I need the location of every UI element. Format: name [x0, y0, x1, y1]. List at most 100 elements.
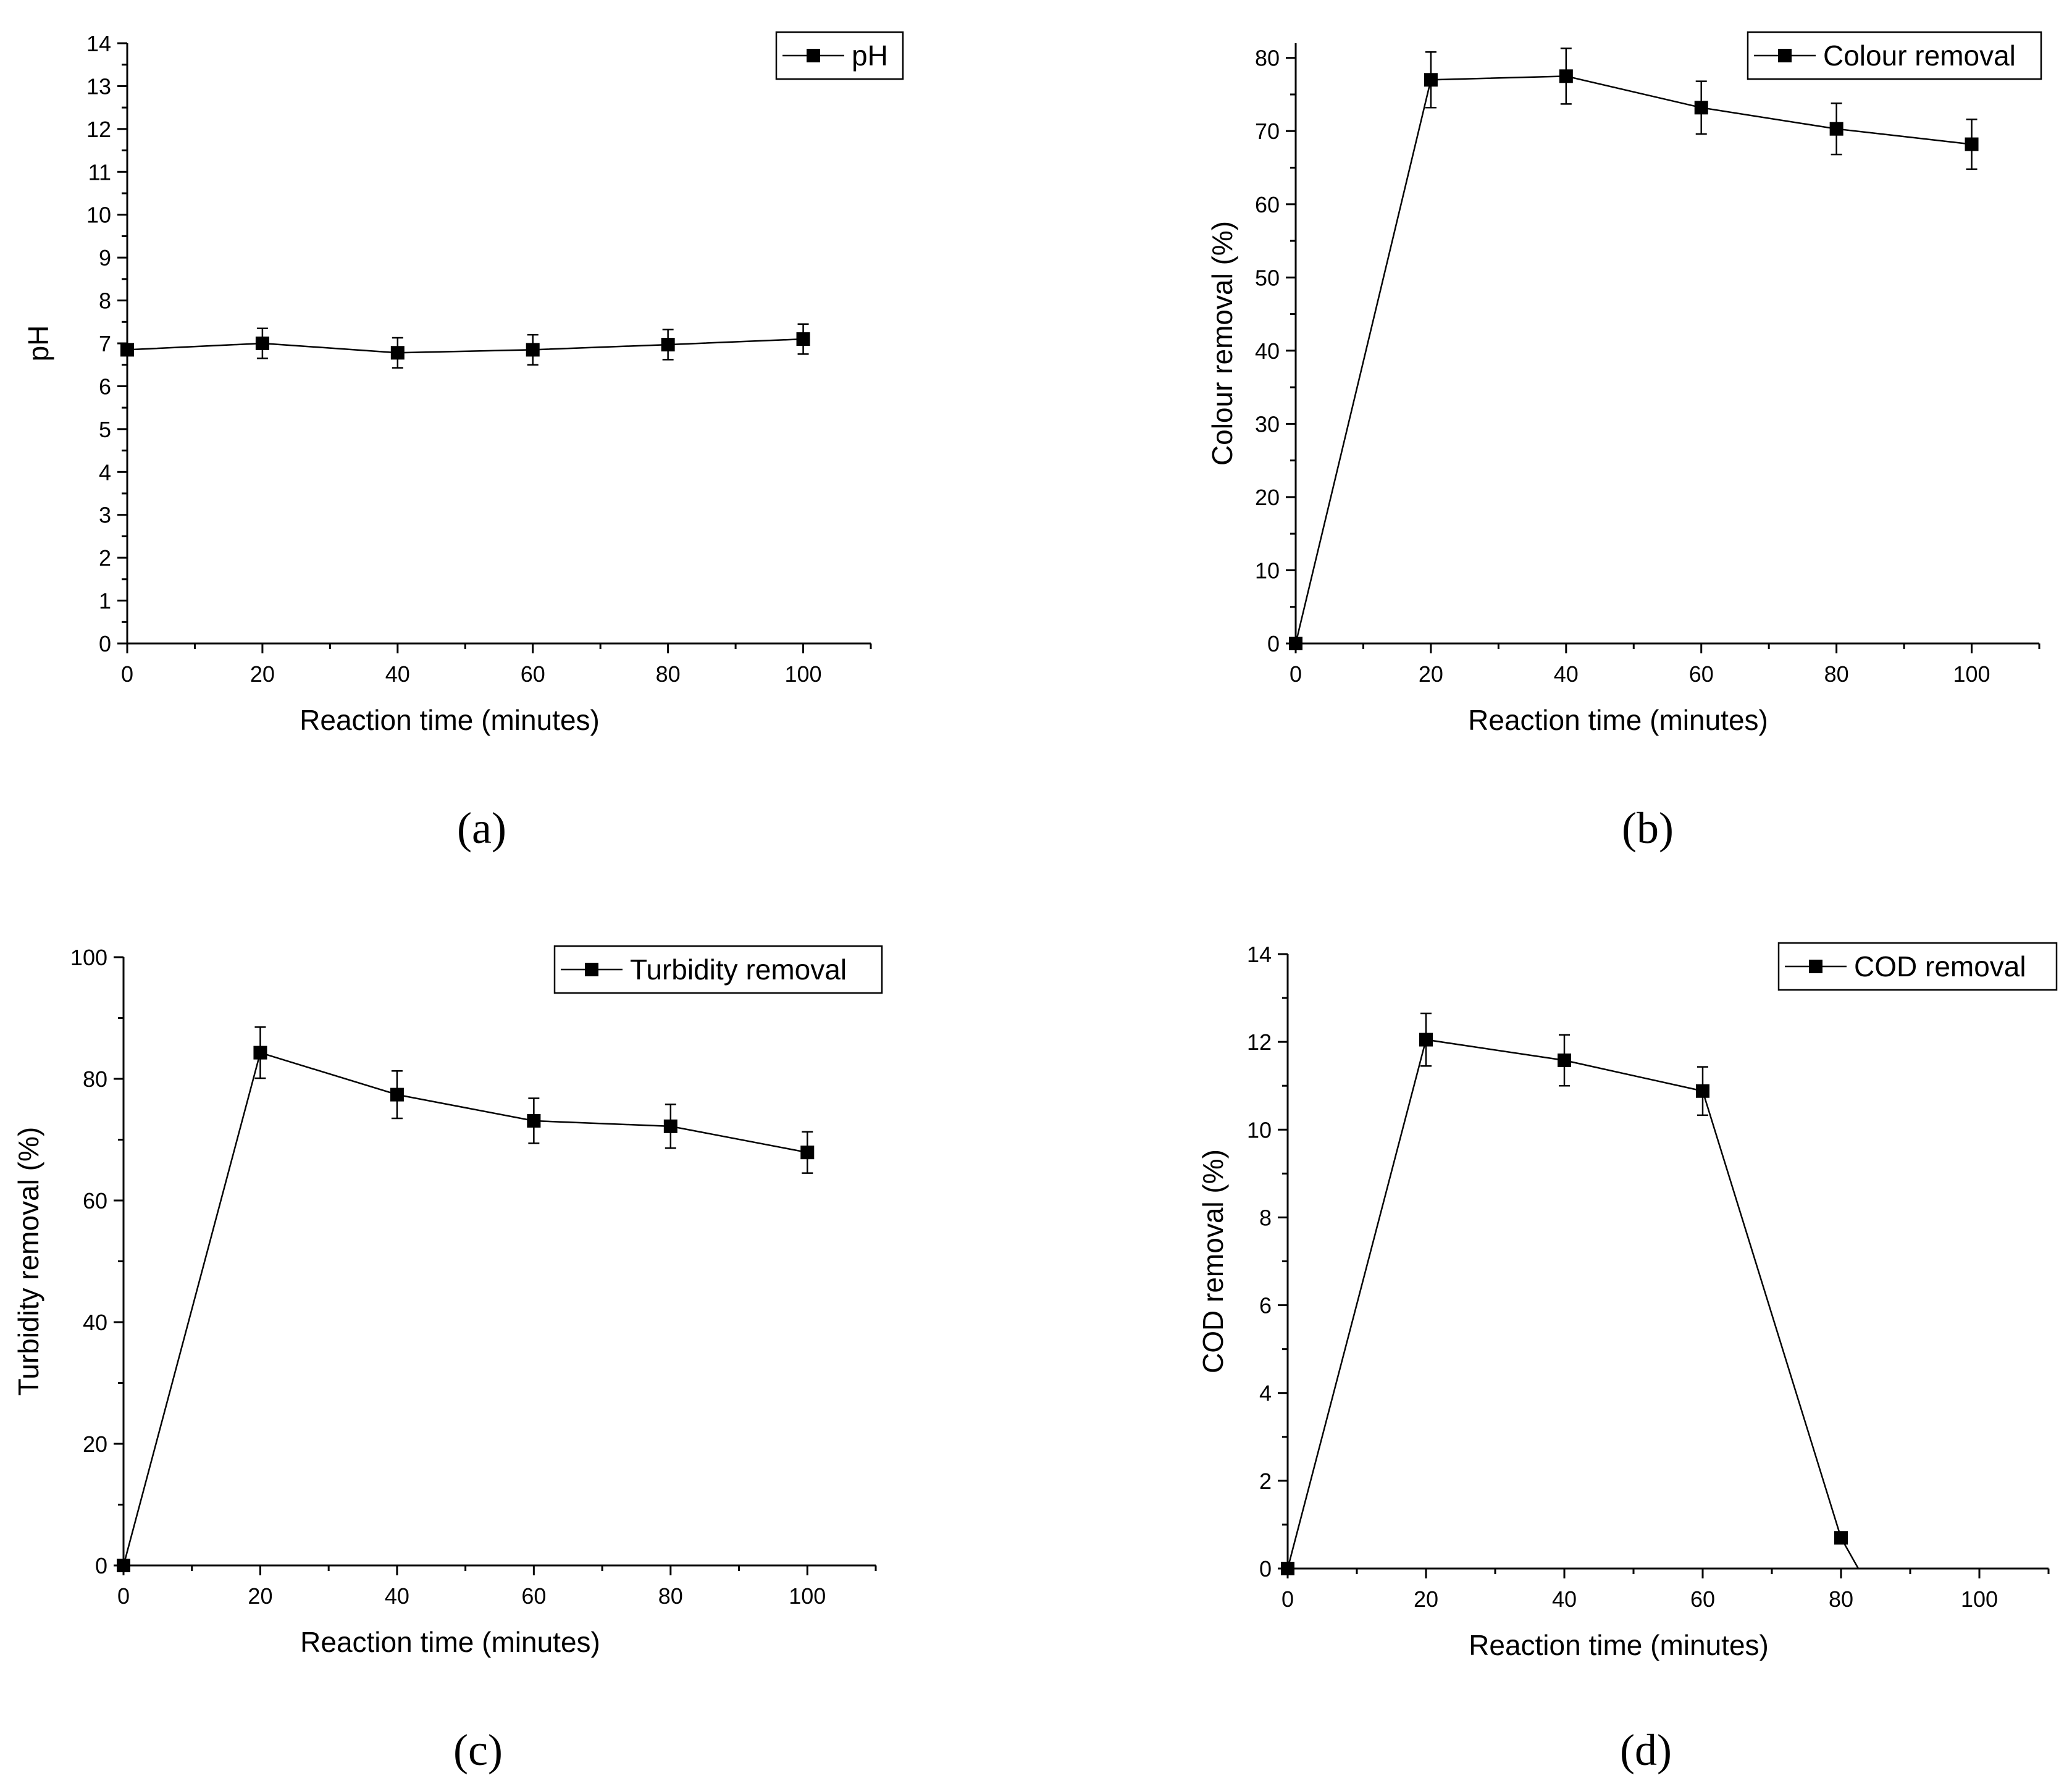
x-tick-label: 60	[1689, 661, 1714, 687]
legend-label: pH	[852, 40, 888, 72]
legend-marker	[1778, 49, 1792, 62]
x-tick-label: 100	[789, 1583, 826, 1609]
x-tick-label: 20	[1419, 661, 1443, 687]
series-line	[127, 338, 803, 354]
data-point	[526, 343, 540, 357]
y-tick-label: 60	[83, 1188, 107, 1213]
legend: Colour removal	[1747, 31, 2042, 80]
x-tick-label: 20	[250, 661, 275, 687]
data-point	[1289, 637, 1302, 650]
chart-panel-c: (c) 0 20 40 60 80 100 0 20 40 60 80 100 Reaction tim…	[12, 945, 883, 1775]
y-tick-label: 40	[83, 1310, 107, 1335]
legend-label: Turbidity removal	[630, 953, 847, 986]
y-tick-label: 50	[1255, 265, 1280, 290]
series-line	[122, 1052, 808, 1566]
legend-marker	[807, 49, 820, 62]
y-tick-label: 12	[86, 117, 111, 142]
y-tick-label: 12	[1247, 1029, 1272, 1055]
legend: COD removal	[1777, 942, 2058, 991]
y-tick-label: 20	[1255, 485, 1280, 510]
y-tick-label: 20	[83, 1431, 107, 1457]
y-tick-label: 2	[99, 545, 111, 571]
x-tick-label: 0	[117, 1583, 130, 1609]
x-tick-label: 60	[521, 1583, 546, 1609]
x-axis-title: Reaction time (minutes)	[300, 1626, 600, 1658]
y-tick-label: 100	[70, 945, 107, 970]
data-point	[1559, 69, 1573, 83]
x-tick-label: 80	[656, 661, 681, 687]
data-point	[1419, 1033, 1433, 1047]
x-tick-label: 60	[1690, 1586, 1715, 1612]
y-tick-label: 70	[1255, 119, 1280, 144]
x-tick-label: 40	[385, 1583, 409, 1609]
data-point	[117, 1559, 130, 1572]
x-tick-label: 100	[785, 661, 822, 687]
x-tick-label: 0	[1281, 1586, 1294, 1612]
y-tick-label: 6	[1259, 1293, 1272, 1318]
y-tick-label: 10	[1247, 1117, 1272, 1142]
y-tick-label: 4	[99, 459, 111, 485]
y-tick-label: 2	[1259, 1468, 1272, 1494]
x-tick-label: 20	[1414, 1586, 1438, 1612]
y-tick-label: 30	[1255, 411, 1280, 437]
y-tick-label: 0	[95, 1553, 107, 1578]
legend-marker	[585, 963, 598, 976]
x-tick-label: 100	[1953, 661, 1990, 687]
data-point	[527, 1113, 541, 1128]
y-tick-label: 14	[1247, 942, 1272, 967]
y-tick-label: 80	[83, 1066, 107, 1092]
y-tick-label: 40	[1255, 338, 1280, 364]
y-tick-label: 80	[1255, 46, 1280, 71]
y-tick-label: 9	[99, 245, 111, 270]
x-axis-title: Reaction time (minutes)	[300, 704, 600, 736]
legend-label: COD removal	[1854, 950, 2026, 982]
data-point	[253, 1045, 267, 1060]
y-tick-label: 0	[99, 631, 111, 656]
y-tick-label: 8	[99, 288, 111, 314]
data-point	[390, 346, 405, 360]
data-point	[1424, 73, 1438, 87]
y-axis-title: Turbidity removal (%)	[12, 1127, 44, 1396]
y-tick-label: 60	[1255, 192, 1280, 217]
data-point	[1696, 1084, 1709, 1098]
y-tick-label: 0	[1259, 1556, 1272, 1582]
x-tick-label: 40	[1554, 661, 1579, 687]
y-tick-label: 10	[1255, 558, 1280, 583]
panel-label-b: (b)	[1622, 803, 1674, 853]
x-tick-label: 0	[1290, 661, 1302, 687]
y-tick-label: 10	[86, 203, 111, 228]
legend: Turbidity removal	[553, 945, 883, 994]
data-point	[796, 332, 810, 346]
data-point	[1694, 101, 1708, 115]
series-line	[1286, 1039, 1860, 1569]
data-point	[663, 1119, 677, 1133]
x-tick-label: 40	[385, 661, 410, 687]
data-point	[661, 338, 675, 352]
data-point	[1965, 137, 1979, 151]
y-axis-title: COD removal (%)	[1197, 1149, 1229, 1373]
data-point	[390, 1087, 404, 1102]
x-tick-label: 60	[521, 661, 545, 687]
x-axis-title: Reaction time (minutes)	[1469, 1629, 1769, 1661]
data-point	[1829, 122, 1843, 136]
y-tick-label: 6	[99, 374, 111, 399]
x-tick-label: 40	[1552, 1586, 1577, 1612]
y-tick-label: 13	[86, 73, 111, 99]
x-axis-title: Reaction time (minutes)	[1468, 704, 1768, 736]
y-axis-title: Colour removal (%)	[1206, 221, 1238, 466]
chart-panel-a: (a) 0 20 40 60 80 10001234567891011121314Reac…	[22, 31, 904, 853]
y-tick-label: 3	[99, 503, 111, 528]
y-tick-label: 5	[99, 417, 111, 442]
data-point	[800, 1146, 815, 1160]
y-axis-title: pH	[22, 325, 54, 362]
y-tick-label: 1	[99, 589, 111, 614]
x-tick-label: 80	[658, 1583, 683, 1609]
legend: pH	[775, 31, 904, 80]
x-tick-label: 80	[1829, 1586, 1853, 1612]
y-tick-label: 11	[88, 159, 111, 185]
chart-panel-d: (d) 0 20 40 60 80 100 0 2 4 6 8 10 12 14 Reaction time…	[1197, 942, 2058, 1775]
x-tick-label: 20	[248, 1583, 272, 1609]
panel-label-c: (c)	[453, 1725, 503, 1775]
y-tick-label: 14	[86, 31, 111, 56]
